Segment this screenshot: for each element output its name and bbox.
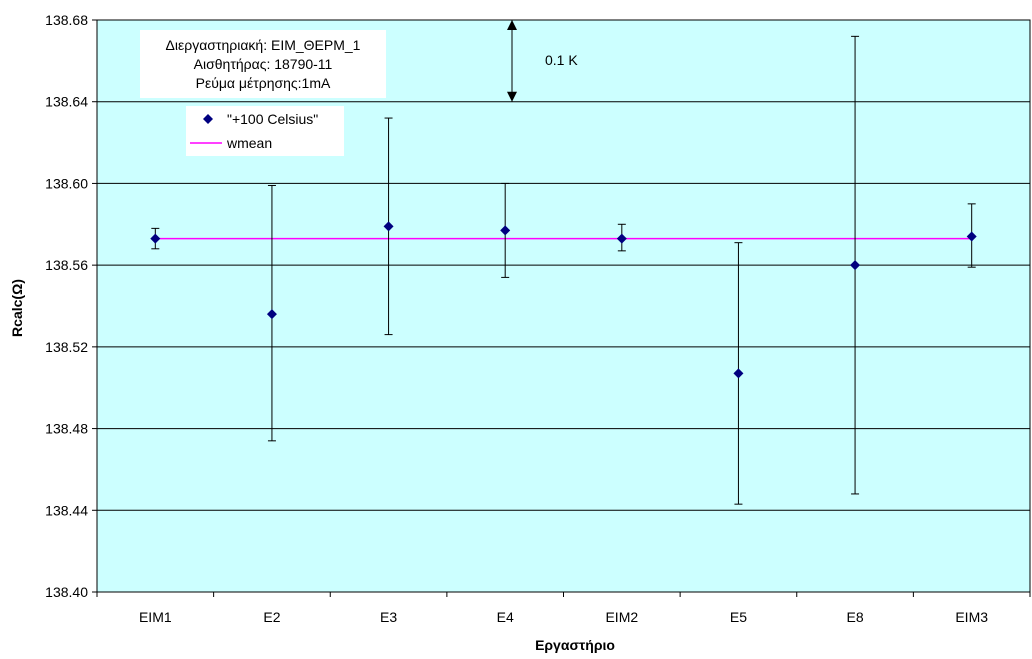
info-line-1: Διεργαστηριακή: ΕΙΜ_ΘΕΡΜ_1 [166,37,361,53]
y-tick-label: 138.68 [45,12,88,28]
y-tick-label: 138.48 [45,421,88,437]
data-point [500,225,511,236]
scale-label: 0.1 K [545,52,578,68]
info-line-2: Αισθητήρας: 18790-11 [194,56,333,72]
y-tick-label: 138.40 [45,584,88,600]
x-tick-label: E2 [263,609,280,625]
data-point [266,309,277,320]
info-box-bg [140,30,386,98]
y-tick-label: 138.52 [45,339,88,355]
legend: "+100 Celsius" wmean [186,106,344,156]
x-tick-label: EIM1 [139,609,172,625]
legend-label-wmean: wmean [226,135,272,151]
y-axis-ticks: 138.40 138.44 138.48 138.52 138.56 138.60 138.… [45,12,97,600]
gridlines [97,19,1030,593]
scale-annotation: 0.1 K [507,20,578,102]
x-axis-title: Εργαστήριο [535,637,615,653]
y-tick-label: 138.64 [45,94,88,110]
data-point [616,233,627,244]
data-point [733,368,744,379]
y-axis-title: Rcalc(Ω) [9,279,25,337]
info-line-3: Ρεύμα μέτρησης:1mA [196,75,331,91]
x-tick-label: E5 [730,609,747,625]
legend-marker-diamond [203,114,213,124]
data-point [850,260,861,271]
y-tick-label: 138.60 [45,175,88,191]
x-tick-label: E8 [847,609,864,625]
data-point [150,233,161,244]
plot-area [96,19,1031,593]
x-tick-label: E3 [380,609,397,625]
x-tick-label: EIM3 [955,609,988,625]
legend-bg [186,106,344,156]
x-tick-label: EIM2 [605,609,638,625]
x-tick-label: E4 [497,609,514,625]
data-point [383,221,394,232]
data-point [966,231,977,242]
scale-arrow-head-top [507,20,517,30]
legend-label-series: "+100 Celsius" [227,111,318,127]
data-points [150,221,977,379]
y-tick-label: 138.56 [45,257,88,273]
x-axis-ticks: EIM1 E2 E3 E4 EIM2 E5 E8 EIM3 [96,592,1031,625]
scale-arrow-head-bottom [507,91,517,102]
y-tick-label: 138.44 [45,502,88,518]
info-box: Διεργαστηριακή: ΕΙΜ_ΘΕΡΜ_1 Αισθητήρας: 1… [140,30,386,98]
